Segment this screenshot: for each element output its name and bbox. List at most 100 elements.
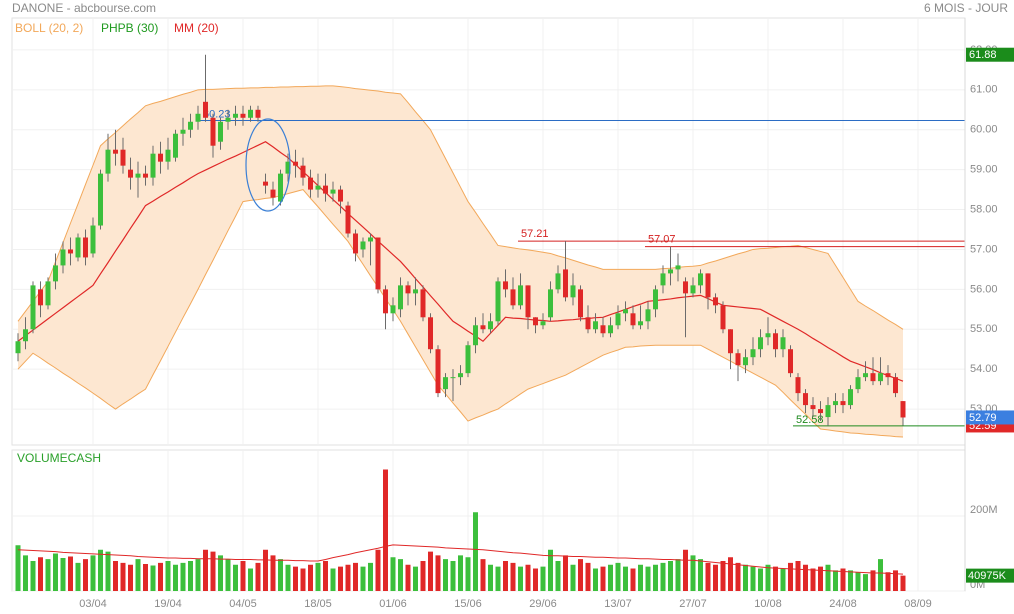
candle-body [705,273,711,298]
volume-bar [135,559,141,591]
candle-body [225,117,231,122]
volume-bar [833,570,838,591]
candle-body [240,113,246,118]
y-tick-label: 58.00 [970,203,998,215]
candle-body [548,289,553,318]
y-tick-label: 54.00 [970,363,998,375]
volume-bar [375,549,381,591]
x-tick-label: 10/08 [754,598,782,610]
volume-title: VOLUMECASH [17,451,101,465]
volume-bar [503,561,508,591]
volume-bar [608,564,613,591]
volume-bar [30,561,36,591]
volume-bar [173,564,178,591]
candle-body [368,237,373,242]
candle-body [210,117,216,146]
volume-bar [473,512,478,591]
volume-bar [495,566,501,591]
volume-bar [203,549,208,591]
volume-bar [683,549,688,591]
volume-bar [765,564,771,591]
volume-bar [180,562,186,591]
volume-bar [818,566,823,591]
candle-body [293,161,298,166]
volume-bar [45,559,51,591]
bollinger-fill [18,85,903,438]
candle-body [338,189,343,202]
volume-bar [465,557,471,591]
volume-bar [480,559,486,591]
volume-bar [270,555,276,591]
candle-body [323,185,328,194]
candle-body [113,149,118,154]
candle-body [285,161,291,174]
volume-bar [728,557,733,591]
volume-bar [345,564,351,591]
candle-body [308,177,313,190]
annotation-label: 60.23 [203,108,231,120]
candle-body [653,289,658,310]
y-tick-label: 59.00 [970,164,998,176]
candle-body [638,321,643,326]
volume-bar [788,562,793,591]
annotation-label: 57.07 [648,234,676,246]
volume-bar [735,562,741,591]
volume-bar [585,562,591,591]
candle-body [420,289,426,318]
volume-bar [593,568,598,591]
candle-body [788,349,793,374]
volume-bar [458,555,463,591]
period: 6 MOIS - JOUR [924,1,1008,15]
volume-bar [750,566,756,591]
y-tick-label: 61.00 [970,84,998,96]
volume-bar [525,564,531,591]
volume-bar [810,568,816,591]
candle-body [23,329,28,342]
volume-bar [120,562,126,591]
candle-body [398,285,403,310]
x-tick-label: 04/05 [229,598,257,610]
candle-body [623,309,628,314]
price-tag [966,410,1014,425]
volume-bar [533,568,538,591]
candle-body [128,169,133,178]
candle-body [600,325,606,334]
candle-body [15,341,21,354]
x-tick-label: 13/07 [604,598,632,610]
candle-body [585,317,591,330]
candle-body [120,149,126,166]
candle-body [840,401,846,406]
candle-body [735,353,741,366]
x-tick-label: 18/05 [304,598,332,610]
volume-bar [518,566,523,591]
candle-body [555,273,561,290]
candle-body [728,329,733,354]
volume-bar [90,555,96,591]
candle-body [563,269,568,298]
volume-bar [443,559,448,591]
candle-body [428,317,433,350]
candle-body [690,285,696,294]
volume-bar [353,562,358,591]
candle-body [525,285,531,318]
volume-bar [255,562,261,591]
volume-bar [660,562,666,591]
candle-body [615,313,621,326]
candle-body [578,289,583,318]
volume-bar [68,556,73,591]
candle-body [405,285,411,294]
volume-bar [690,555,696,591]
candle-body [570,285,576,298]
candle-body [473,325,478,346]
legend-entry: PHPB (30) [101,21,158,35]
volume-bar [578,559,583,591]
x-tick-label: 19/04 [154,598,182,610]
volume-bar [428,551,433,591]
candle-body [150,153,156,178]
volume-bar [195,559,201,591]
bollinger-lower [17,189,904,438]
annotation-label: 57.21 [521,228,549,240]
candle-body [90,225,96,254]
candle-body [593,321,598,330]
